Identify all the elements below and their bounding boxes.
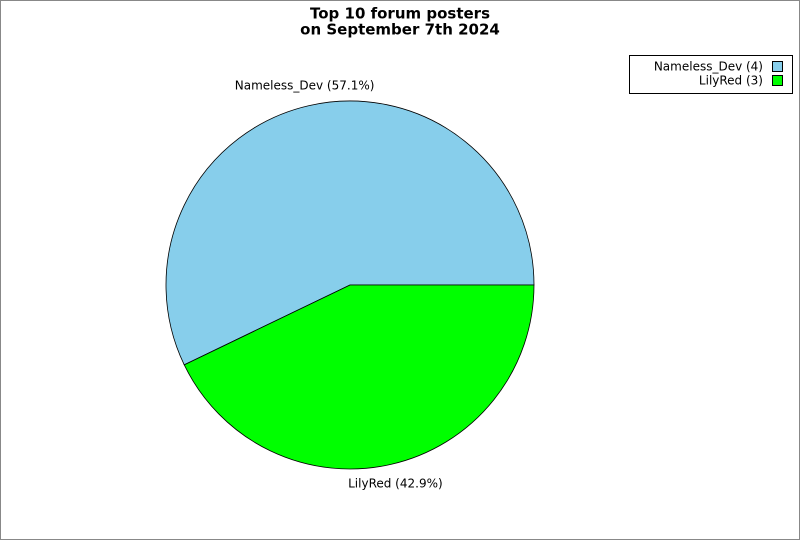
- legend-label: Nameless_Dev (4): [654, 60, 763, 74]
- legend-label: LilyRed (3): [699, 74, 763, 88]
- pie-slice: [183, 284, 535, 470]
- chart-title: Top 10 forum posters: [310, 5, 490, 23]
- pie-slice: [165, 100, 535, 366]
- slice-label: Nameless_Dev (57.1%): [235, 79, 375, 93]
- legend-box: [629, 55, 793, 94]
- chart-title: on September 7th 2024: [300, 21, 500, 39]
- legend-swatch: [772, 75, 783, 86]
- legend-swatch: [772, 61, 783, 72]
- slice-label: LilyRed (42.9%): [348, 476, 443, 490]
